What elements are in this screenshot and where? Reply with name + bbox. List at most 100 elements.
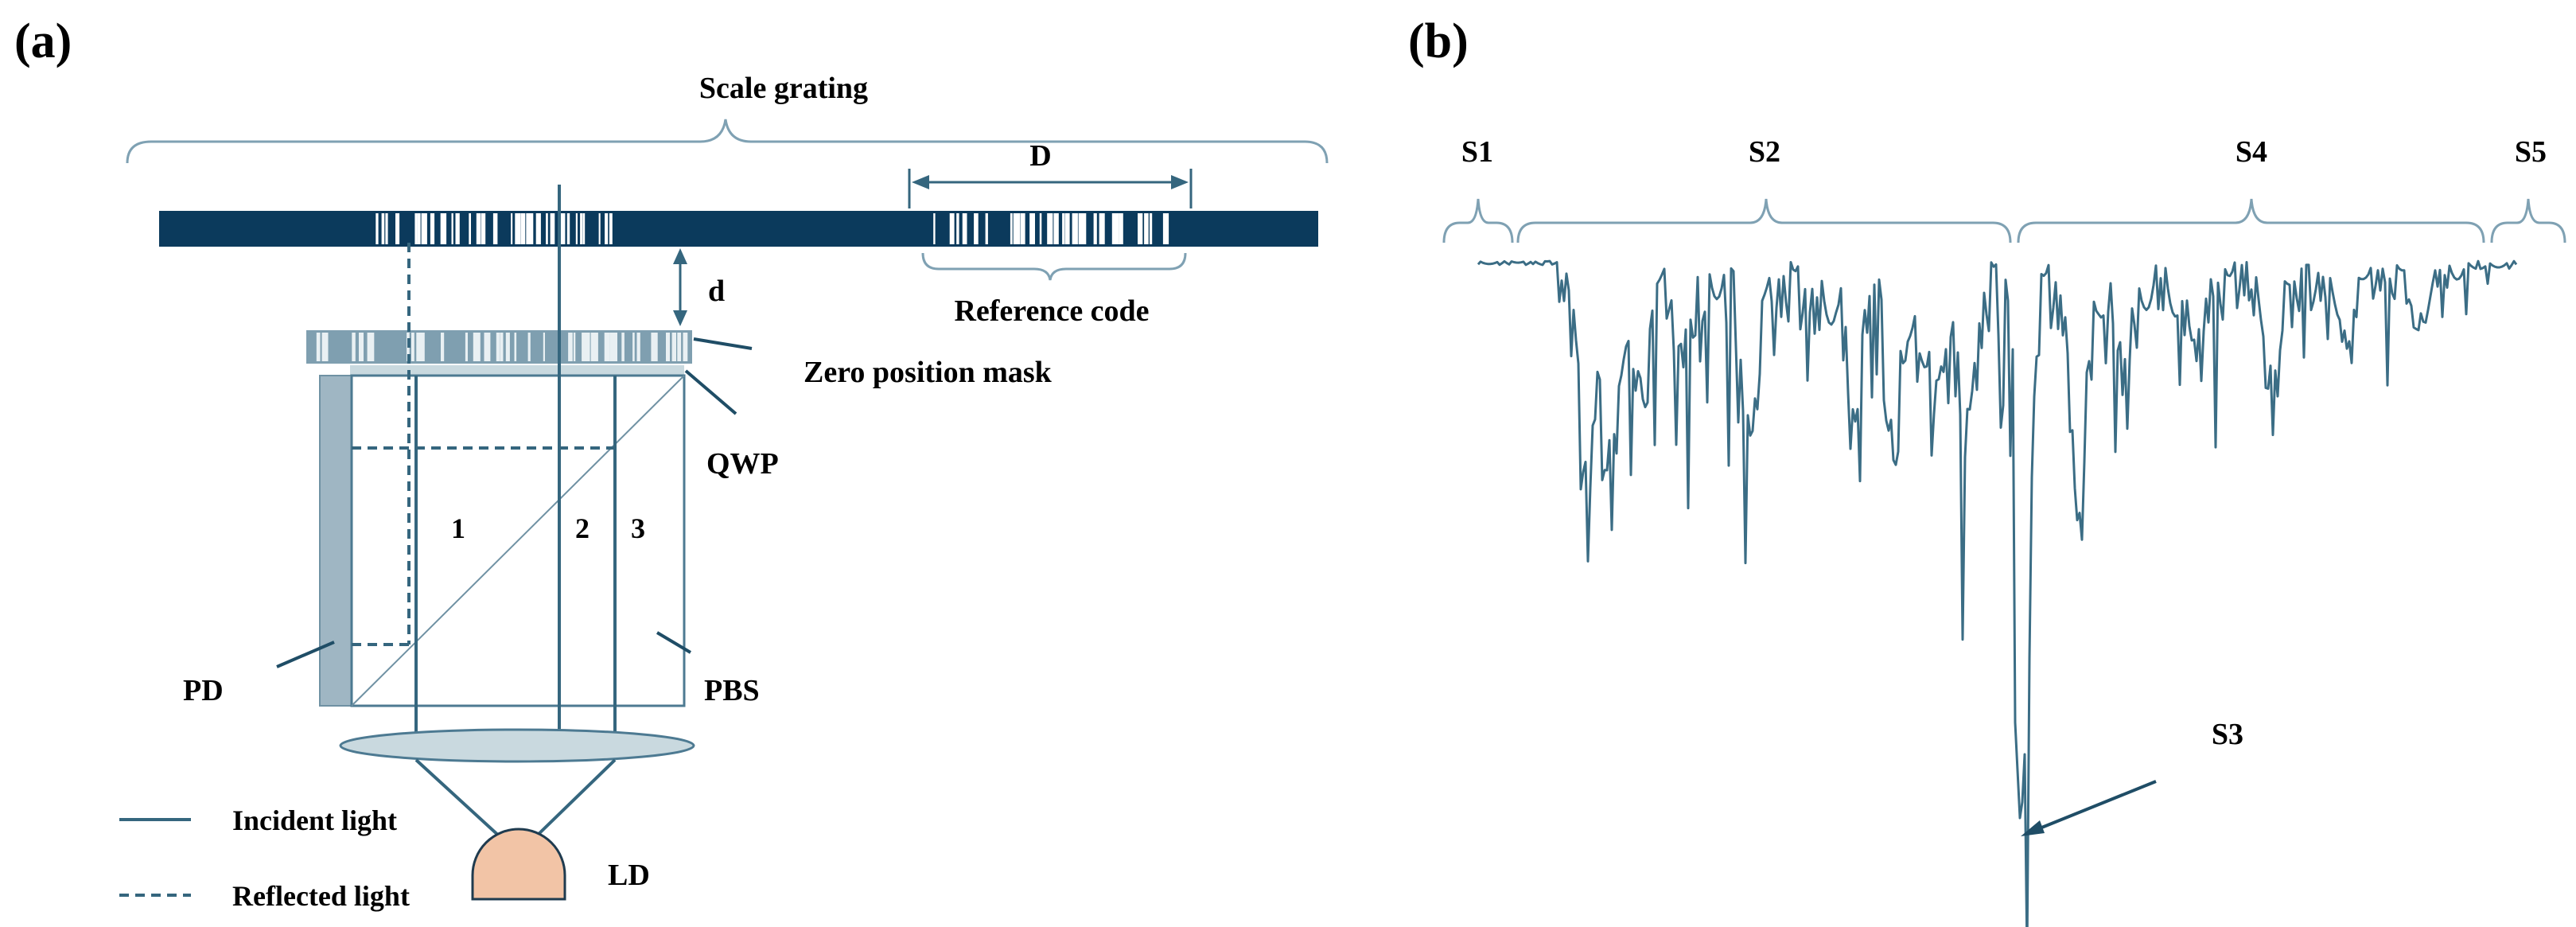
cone-right: [533, 758, 617, 839]
mask-mark: [476, 333, 481, 361]
mask-mark: [543, 333, 545, 361]
grating-mark: [451, 213, 453, 244]
signal-trace: [1477, 259, 2518, 927]
grating-mark: [469, 213, 471, 244]
reference-code-mark: [1144, 213, 1149, 244]
mask-mark: [632, 333, 635, 361]
d-gap-arrow-bottom: [673, 310, 687, 326]
mask-mark: [683, 333, 688, 361]
grating-mark: [481, 213, 486, 244]
reference-code-mark: [949, 213, 955, 244]
mask-mark: [370, 333, 375, 361]
grating-mark: [535, 213, 540, 244]
mask-mark: [656, 333, 658, 361]
reference-code-brace: [921, 252, 1187, 281]
reference-code-mark: [1047, 213, 1052, 244]
reference-code-mark: [1078, 213, 1083, 244]
grating-mark: [550, 213, 554, 244]
ld-label: LD: [608, 859, 650, 892]
mask-mark: [411, 333, 414, 361]
mask-mark: [584, 333, 590, 361]
mask-mark: [582, 333, 584, 361]
grating-mark: [376, 213, 379, 244]
legend: Incident light Reflected light: [119, 804, 410, 912]
reference-code-mark: [933, 213, 936, 244]
mask-mark: [352, 333, 356, 361]
mask-mark: [610, 333, 614, 361]
reference-code-mark: [985, 213, 988, 244]
reference-code-mark: [1016, 213, 1021, 244]
reference-code-label: Reference code: [954, 294, 1149, 328]
mask-mark: [652, 333, 657, 361]
grating-mark: [442, 213, 447, 244]
s4-label: S4: [2236, 135, 2267, 169]
mask-mark: [582, 333, 586, 361]
grating-mark: [598, 213, 601, 244]
grating-mark: [515, 213, 519, 244]
reference-code-mark: [1112, 213, 1117, 244]
reference-code-mark: [1029, 213, 1033, 244]
mask-mark: [514, 333, 517, 361]
reference-code-mark: [1021, 213, 1025, 244]
mask-mark: [671, 333, 676, 361]
grating-mark: [526, 213, 530, 244]
pd-leader: [276, 641, 335, 668]
reference-code-mark: [1111, 213, 1115, 244]
panel-b-label: (b): [1408, 14, 1469, 68]
mask-mark: [484, 333, 489, 361]
mask-mark: [613, 333, 617, 361]
d-gap-arrow-top: [673, 248, 687, 264]
mask-mark: [473, 333, 477, 361]
scale-grating-label: Scale grating: [699, 72, 868, 105]
laser-diode: [471, 828, 566, 901]
d-arrow-right: [1171, 175, 1189, 189]
reference-code-mark: [1032, 213, 1035, 244]
grating-mark: [609, 213, 613, 244]
mask-mark: [527, 333, 531, 361]
grating-mark: [455, 213, 460, 244]
reference-code-mark: [1093, 213, 1097, 244]
reference-code-mark: [956, 213, 959, 244]
mask-mark: [359, 333, 364, 361]
grating-mark: [580, 213, 583, 244]
mask-mark: [416, 333, 420, 361]
reference-code-mark: [1162, 213, 1168, 244]
grating-mark: [422, 213, 427, 244]
reference-code-mark: [1103, 213, 1105, 244]
reference-code-mark: [1067, 213, 1070, 244]
grating-mark: [417, 213, 421, 244]
s3-label: S3: [2212, 718, 2243, 751]
mask-mark: [677, 333, 682, 361]
lens: [339, 728, 695, 763]
mask-mark: [594, 333, 598, 361]
distance-d-label: d: [708, 275, 725, 308]
grating-mark: [528, 213, 534, 244]
mask-mark: [621, 333, 625, 361]
s1-brace: [1442, 198, 1514, 243]
mask-mark: [359, 333, 361, 361]
reference-code-mark: [1166, 213, 1169, 244]
s5-label: S5: [2515, 135, 2547, 169]
distance-D-label: D: [1029, 139, 1051, 173]
mask-mark: [573, 333, 576, 361]
mask-mark: [604, 333, 609, 361]
beam-1-label: 1: [451, 512, 465, 544]
grating-mark: [385, 213, 388, 244]
reference-code-mark: [1150, 213, 1153, 244]
panel-b: (b) S1 S2 S4 S5 S3: [1408, 14, 2566, 927]
pbs-leader: [656, 631, 692, 654]
grating-mark: [520, 213, 526, 244]
s2-label: S2: [1749, 135, 1780, 169]
mask-mark: [325, 333, 329, 361]
beam-2-label: 2: [575, 512, 590, 544]
grating-mark: [395, 213, 400, 244]
grating-mark: [381, 213, 385, 244]
panel-a: (a) Scale grating D Reference code d Zer…: [14, 14, 1329, 912]
grating-mark: [421, 213, 425, 244]
mask-mark: [367, 333, 372, 361]
reference-code-mark: [1074, 213, 1078, 244]
legend-reflected-label: Reflected light: [232, 880, 410, 912]
reference-code-mark: [1013, 213, 1016, 244]
reference-code-mark: [1115, 213, 1119, 244]
